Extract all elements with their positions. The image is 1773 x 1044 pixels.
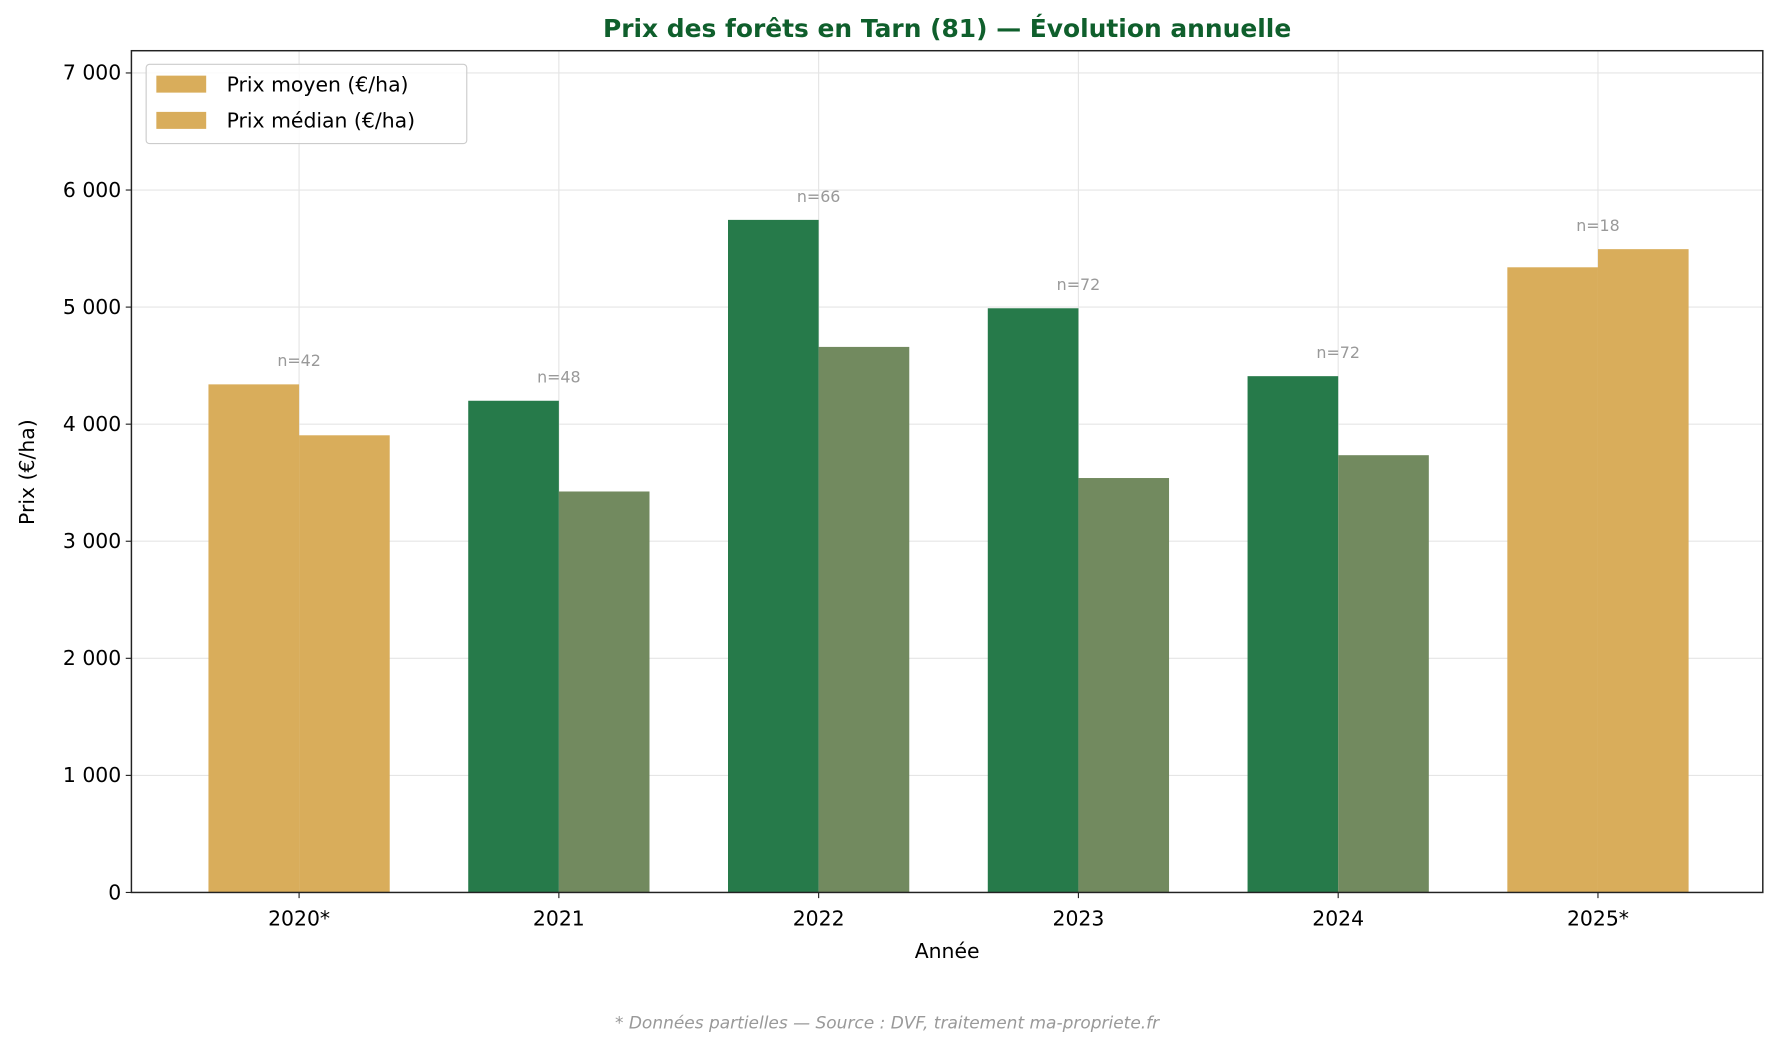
- bar-median: [558, 491, 650, 893]
- bar-median: [299, 435, 390, 893]
- bars: [208, 219, 1689, 893]
- y-tick-label: 3 000: [63, 529, 121, 553]
- y-tick-label: 5 000: [63, 295, 121, 319]
- bar-median: [1338, 455, 1429, 893]
- plot-frame: [130, 49, 1764, 894]
- y-tick-label: 7 000: [63, 61, 121, 85]
- y-tick-label: 1 000: [63, 763, 121, 787]
- legend-swatch-median: [156, 111, 207, 129]
- bar-median: [818, 346, 910, 893]
- bar-mean: [208, 384, 300, 893]
- y-tick-label: 6 000: [63, 178, 121, 202]
- y-tick-label: 2 000: [63, 646, 121, 670]
- x-tick-label: 2021: [533, 906, 585, 930]
- bar-mean: [728, 219, 819, 893]
- x-axis-label: Année: [915, 939, 980, 963]
- bar-median: [1597, 249, 1689, 893]
- x-tick-label: 2022: [793, 906, 845, 930]
- y-tick-label: 4 000: [63, 412, 121, 436]
- annotations: n=42 n=48 n=66 n=72 n=72 n=18: [277, 187, 1619, 387]
- bar-median: [1078, 478, 1170, 893]
- x-tick-label: 2020*: [268, 906, 330, 930]
- count-annotation: n=66: [797, 187, 841, 206]
- legend-box: [145, 63, 468, 145]
- count-annotation: n=72: [1316, 343, 1360, 362]
- legend-label-median: Prix médian (€/ha): [227, 109, 415, 133]
- bar-mean: [468, 400, 559, 893]
- count-annotation: n=72: [1057, 275, 1101, 294]
- x-tick-label: 2024: [1312, 906, 1364, 930]
- bar-mean: [1507, 267, 1598, 893]
- footnote: * Données partielles — Source : DVF, tra…: [615, 1013, 1160, 1033]
- y-axis-label: Prix (€/ha): [15, 419, 39, 525]
- count-annotation: n=18: [1576, 216, 1620, 235]
- count-annotation: n=48: [537, 368, 581, 387]
- legend: Prix moyen (€/ha) Prix médian (€/ha): [145, 63, 468, 145]
- x-axis: 2020* 2021 2022 2023 2024 2025*: [268, 892, 1629, 930]
- bar-mean: [987, 308, 1079, 893]
- chart-title: Prix des forêts en Tarn (81) — Évolution…: [603, 14, 1291, 43]
- x-tick-label: 2025*: [1567, 906, 1629, 930]
- y-axis: 0 1 000 2 000 3 000 4 000 5 000 6 000 7 000: [63, 61, 132, 904]
- x-tick-label: 2023: [1052, 906, 1104, 930]
- y-tick-label: 0: [108, 880, 121, 904]
- count-annotation: n=42: [277, 351, 321, 370]
- legend-swatch-mean: [156, 75, 207, 93]
- bar-mean: [1247, 376, 1339, 893]
- legend-label-mean: Prix moyen (€/ha): [227, 72, 409, 96]
